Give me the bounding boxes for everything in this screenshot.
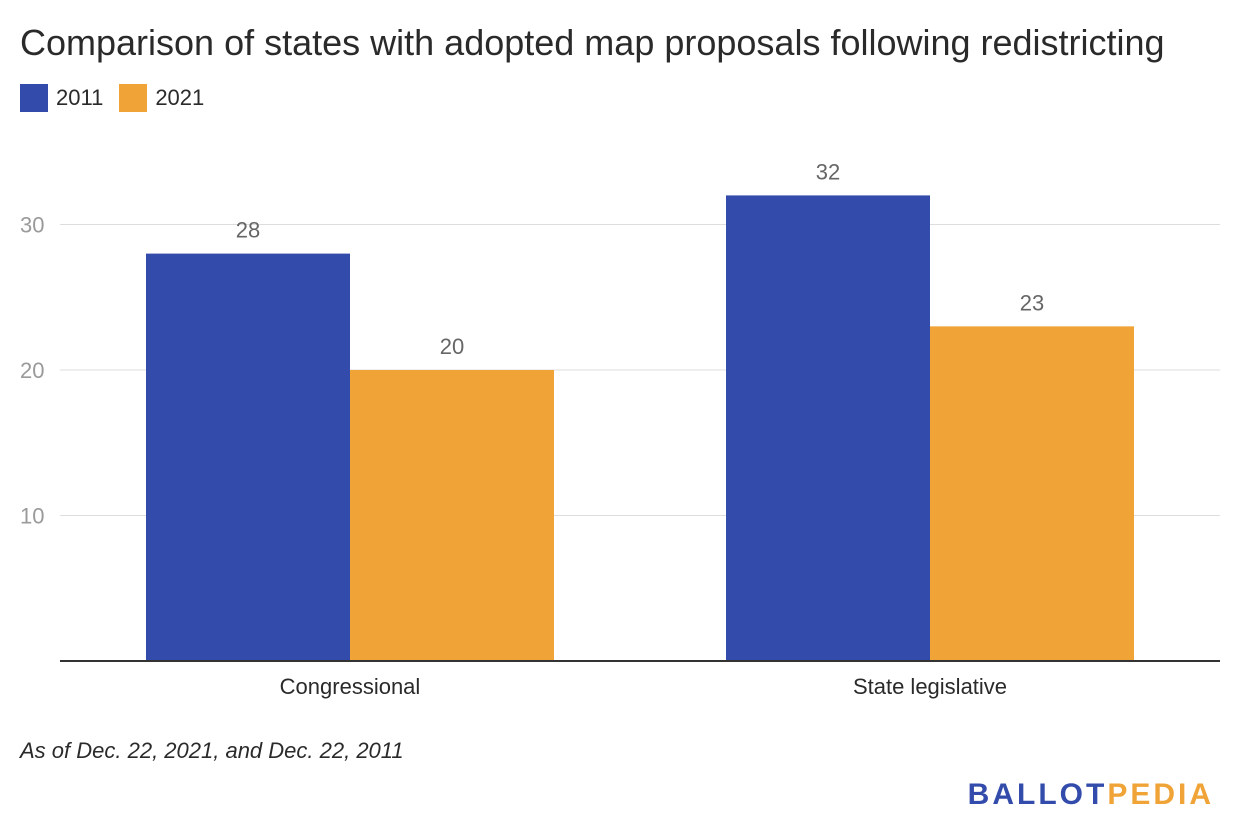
bar-congressional-2021	[350, 370, 554, 661]
legend-label-2011: 2011	[56, 85, 104, 110]
ballotpedia-logo: BALLOTPEDIA	[968, 778, 1214, 812]
legend-item-2011: 2011	[20, 84, 103, 112]
legend-item-2021: 2021	[119, 84, 204, 112]
legend-swatch-2021	[119, 84, 148, 112]
bar-state-legislative-2011	[726, 195, 930, 661]
logo-part-pedia: PEDIA	[1107, 778, 1214, 811]
footnote: As of Dec. 22, 2021, and Dec. 22, 2011	[20, 738, 404, 763]
x-category-label-congressional: Congressional	[280, 674, 421, 699]
bar-congressional-2011	[146, 253, 350, 661]
y-tick-label-10: 10	[20, 504, 44, 529]
data-label-state-legislative-2011: 32	[816, 159, 840, 184]
chart-title: Comparison of states with adopted map pr…	[20, 22, 1165, 63]
y-tick-label-30: 30	[20, 213, 44, 238]
data-label-congressional-2021: 20	[440, 334, 464, 359]
data-label-congressional-2011: 28	[236, 218, 260, 243]
bar-state-legislative-2021	[930, 326, 1134, 661]
legend: 2011 2021	[20, 84, 220, 112]
x-category-label-state-legislative: State legislative	[853, 674, 1007, 699]
legend-label-2021: 2021	[155, 85, 205, 110]
data-label-state-legislative-2021: 23	[1020, 290, 1044, 315]
logo-part-ballot: BALLOT	[967, 778, 1108, 811]
legend-swatch-2011	[20, 84, 48, 112]
y-tick-label-20: 20	[20, 358, 44, 383]
